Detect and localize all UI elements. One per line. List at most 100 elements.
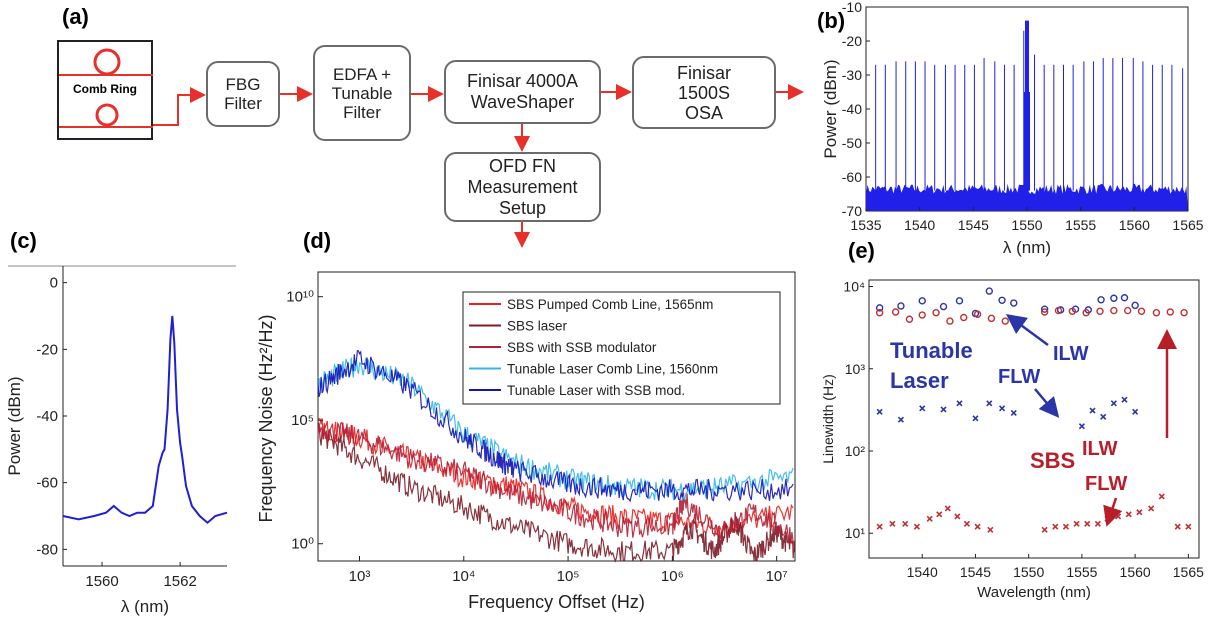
chart-e-point	[955, 297, 964, 305]
chart-c-xtick-label: 1560	[85, 573, 118, 590]
chart-e-point	[1052, 523, 1059, 530]
chart-e-point	[963, 520, 971, 527]
panel-label-c: (c)	[10, 228, 37, 253]
chart-e-plot-frame	[868, 279, 1200, 559]
chart-e-ytick-label: 10²	[845, 443, 866, 459]
chart-e-point	[1110, 306, 1118, 315]
comb-ring-label: Comb Ring	[73, 82, 137, 96]
chart-d-xtick-label: 10⁵	[557, 568, 580, 585]
chart-b-xtick-label: 1560	[1119, 217, 1150, 233]
chart-e-point	[944, 505, 951, 512]
chart-c-xtick-label: 1562	[163, 573, 196, 590]
chart-b-xtick-label: 1555	[1065, 217, 1096, 233]
chart-e-point	[1152, 309, 1161, 317]
chart-e-point	[1097, 296, 1105, 304]
chart-b-carrier-base	[1024, 92, 1030, 191]
chart-e-point	[971, 309, 980, 318]
chart-b-ylabel: Power (dBm)	[821, 59, 840, 158]
chart-d-series-line	[317, 421, 795, 547]
chart-e-point	[891, 308, 900, 316]
chart-e-point	[973, 310, 982, 318]
panel-label-d: (d)	[303, 228, 332, 253]
chart-b-noise-floor	[866, 183, 1188, 211]
chart-e-point	[1054, 306, 1063, 315]
chart-e-point	[897, 416, 905, 423]
waveshaper-box: Finisar 4000A WaveShaper	[444, 60, 601, 124]
chart-e-point	[1115, 513, 1122, 520]
chart-c-ytick-label: -60	[36, 475, 58, 492]
chart-e-point	[1110, 294, 1118, 302]
chart-e-point	[918, 297, 926, 305]
chart-e-point	[1073, 520, 1080, 527]
panel-label-e: (e)	[848, 238, 875, 263]
edfa-box: EDFA + Tunable Filter	[313, 45, 411, 141]
chart-b-ytick-label: -20	[842, 33, 862, 49]
chart-b-xtick-label: 1550	[1011, 217, 1042, 233]
chart-e-ytick-label: 10⁴	[843, 279, 865, 295]
chart-d-xtick-label: 10⁶	[661, 568, 684, 585]
fbg-filter-box: FBG Filter	[206, 61, 280, 127]
chart-e-point	[1110, 400, 1117, 407]
chart-c-ytick-label: 0	[50, 275, 58, 292]
chart-b-carrier	[1025, 20, 1029, 191]
chart-e-point	[1078, 423, 1085, 430]
chart-c-spectrum-line	[62, 315, 228, 525]
chart-e-point	[1084, 306, 1092, 314]
diagram-arrows	[153, 84, 804, 248]
chart-e-point	[1094, 520, 1101, 527]
chart-e-ytick-label: 10³	[845, 361, 866, 377]
chart-e-point	[974, 523, 981, 530]
chart-d-legend-label: SBS Pumped Comb Line, 1565nm	[507, 297, 713, 312]
chart-d-ytick-label: 10¹⁰	[286, 289, 314, 306]
chart-e-point	[936, 511, 943, 518]
comb-ring-rings	[59, 48, 153, 128]
chart-d-xtick-label: 10⁴	[452, 568, 475, 585]
chart-e-annotation-ilw-blue: ILW	[1053, 343, 1089, 365]
panel-label-a: (a)	[62, 4, 89, 29]
chart-c-ytick-label: -40	[36, 408, 58, 425]
chart-e-point	[919, 405, 926, 412]
chart-e-point	[987, 314, 996, 323]
chart-d-ylabel: Frequency Noise (Hz²/Hz)	[256, 314, 276, 522]
chart-e-point	[998, 296, 1006, 304]
chart-b-ytick-label: -70	[842, 203, 862, 219]
chart-e-point	[985, 287, 993, 295]
chart-e-point	[939, 302, 948, 311]
chart-e-point	[1121, 396, 1128, 403]
chart-e-point	[1158, 493, 1165, 500]
chart-b-plot-frame	[865, 6, 1189, 212]
chart-e-point	[1010, 409, 1017, 417]
chart-e-point	[1062, 523, 1070, 530]
chart-d-xtick-label: 10⁷	[766, 568, 788, 585]
chart-b-ytick-label: -50	[842, 135, 862, 151]
chart-e-point	[972, 415, 979, 422]
chart-d-legend-label: SBS laser	[507, 319, 568, 334]
chart-b-ytick-label: -30	[842, 67, 862, 83]
chart-e-ytick-label: 10¹	[845, 525, 866, 541]
chart-e-point	[1185, 523, 1192, 530]
chart-e-annotation-flw-blue: FLW	[998, 366, 1040, 388]
chart-d-xlabel: Frequency Offset (Hz)	[468, 592, 645, 612]
chart-b-xtick-label: 1545	[958, 217, 989, 233]
comb-ring-box: Comb Ring	[57, 40, 153, 140]
chart-d-series-line	[317, 423, 796, 563]
chart-e-arrow-flw-blue	[1034, 388, 1060, 418]
chart-e-point	[875, 309, 884, 317]
chart-e-point	[905, 315, 914, 323]
chart-e-point	[1084, 520, 1091, 527]
chart-e-annotation-sbs: SBS	[1030, 448, 1075, 473]
chart-d-series-line	[317, 417, 794, 538]
chart-e-point	[1104, 515, 1111, 522]
setup-diagram: Comb Ring FBG Filter EDFA + Tunable Filt…	[0, 0, 810, 250]
chart-e-point	[1131, 301, 1139, 310]
chart-e-point	[1082, 309, 1090, 317]
chart-e-point	[1068, 307, 1077, 315]
chart-e-xtick-label: 1545	[960, 564, 991, 580]
chart-e-point	[875, 304, 884, 312]
chart-d-plot-frame	[317, 271, 796, 562]
chart-e-point	[998, 405, 1006, 412]
chart-e-point	[1137, 307, 1146, 315]
chart-e-xtick-label: 1550	[1013, 564, 1044, 580]
chart-e-point	[960, 313, 968, 322]
chart-d-ytick-label: 10⁵	[291, 412, 314, 429]
